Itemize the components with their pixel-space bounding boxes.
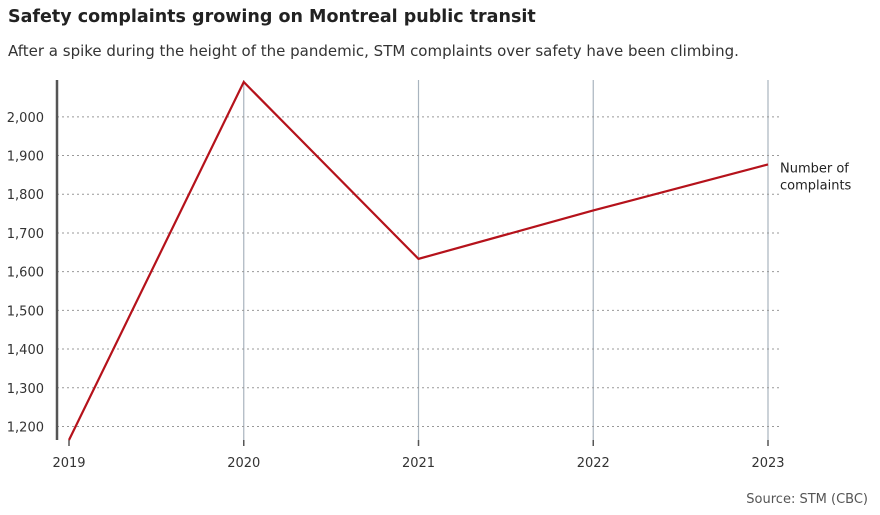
y-tick-label: 1,900 xyxy=(7,150,44,165)
series-line xyxy=(68,80,769,441)
x-tick-label: 2021 xyxy=(402,456,435,471)
y-tick-label: 1,300 xyxy=(7,382,44,397)
x-tick-label: 2023 xyxy=(751,456,784,471)
series-label: Number of complaints xyxy=(780,161,852,193)
y-tick-label: 1,200 xyxy=(7,420,44,435)
y-tick-label: 2,000 xyxy=(7,111,44,126)
source-note: Source: STM (CBC) xyxy=(746,492,868,507)
x-tick-label: 2019 xyxy=(52,456,85,471)
y-tick-label: 1,500 xyxy=(7,304,44,319)
data-point xyxy=(417,257,420,260)
chart-title: Safety complaints growing on Montreal pu… xyxy=(8,7,536,27)
x-tick-label: 2020 xyxy=(227,456,260,471)
data-point xyxy=(592,209,595,212)
x-tick-label: 2022 xyxy=(577,456,610,471)
data-point xyxy=(242,81,245,84)
y-tick-label: 1,800 xyxy=(7,188,44,203)
data-point xyxy=(767,163,770,166)
data-point xyxy=(68,439,71,442)
y-tick-label: 1,600 xyxy=(7,266,44,281)
y-tick-label: 1,400 xyxy=(7,343,44,358)
chart-subtitle: After a spike during the height of the p… xyxy=(8,42,739,60)
y-tick-label: 1,700 xyxy=(7,227,44,242)
